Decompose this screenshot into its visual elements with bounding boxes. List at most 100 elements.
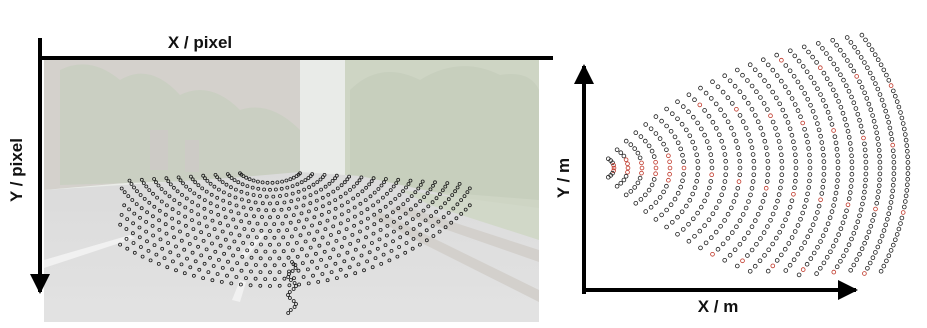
ground-point	[787, 48, 793, 54]
image-point	[369, 241, 374, 245]
image-point	[359, 175, 364, 180]
image-point	[380, 195, 385, 200]
image-point	[202, 206, 207, 211]
ground-point	[783, 268, 789, 273]
ground-point	[653, 165, 659, 171]
image-point	[130, 231, 135, 236]
image-point	[223, 237, 228, 242]
ground-point	[750, 152, 756, 157]
image-point	[171, 185, 176, 190]
ground-point	[827, 215, 833, 221]
ground-point	[798, 114, 803, 119]
ground-point	[870, 255, 876, 261]
image-point	[218, 243, 223, 248]
image-point	[351, 256, 355, 261]
ground-point	[804, 69, 810, 75]
ground-point	[690, 216, 696, 222]
ground-point	[868, 107, 874, 112]
ground-point	[786, 241, 792, 246]
image-point	[157, 227, 162, 232]
image-point	[272, 263, 277, 268]
ground-point	[811, 80, 817, 86]
image-point	[431, 234, 436, 238]
image-point	[209, 192, 214, 197]
ground-point	[789, 132, 795, 138]
image-point	[287, 269, 291, 274]
ground-point	[702, 223, 707, 228]
image-point	[310, 259, 314, 264]
image-point	[371, 231, 376, 236]
image-point	[126, 194, 131, 199]
ground-point	[877, 165, 883, 171]
image-point	[304, 217, 309, 222]
ground-point	[855, 49, 861, 55]
image-point	[229, 281, 234, 286]
image-point	[190, 250, 195, 255]
image-point	[118, 222, 123, 227]
ground-point	[796, 58, 802, 64]
image-point	[345, 177, 350, 182]
image-point	[297, 282, 302, 287]
image-point	[339, 244, 344, 249]
ground-point	[687, 197, 693, 203]
image-point	[236, 247, 241, 252]
image-point	[250, 185, 255, 190]
image-point	[289, 199, 294, 204]
image-point	[467, 203, 472, 208]
ground-point	[877, 177, 882, 183]
ground-point	[830, 37, 835, 43]
image-point	[284, 178, 289, 183]
image-point	[210, 278, 215, 283]
image-point	[299, 211, 304, 216]
ground-point	[818, 197, 823, 203]
ground-point	[904, 182, 910, 188]
ground-point	[697, 102, 703, 108]
image-point	[290, 248, 295, 253]
image-point	[303, 178, 308, 183]
image-point	[206, 270, 211, 275]
ground-point	[621, 153, 627, 159]
ground-point	[848, 63, 853, 68]
image-point	[220, 265, 225, 270]
ground-point	[716, 199, 722, 204]
image-point	[446, 197, 451, 202]
ground-point	[749, 107, 755, 112]
image-point	[253, 200, 258, 205]
ground-point	[675, 140, 681, 146]
ground-point	[754, 242, 759, 247]
image-point	[247, 177, 252, 182]
ground-point	[659, 212, 664, 218]
image-point	[253, 276, 258, 281]
image-point	[201, 238, 206, 243]
ground-point	[875, 136, 880, 141]
image-point	[319, 187, 324, 192]
x-axis-label: X / pixel	[168, 33, 232, 52]
image-point	[282, 263, 287, 267]
ground-point	[754, 89, 759, 94]
ground-point	[639, 160, 644, 166]
ground-point	[765, 159, 771, 164]
ground-point	[780, 223, 786, 229]
ground-point	[653, 200, 659, 205]
image-point	[294, 284, 298, 288]
image-point	[197, 194, 202, 199]
image-point	[286, 293, 290, 297]
image-point	[159, 187, 164, 191]
image-point	[320, 195, 325, 200]
image-point	[132, 250, 137, 255]
image-point	[179, 262, 184, 267]
ground-point	[851, 231, 857, 236]
ground-point	[858, 55, 864, 60]
ground-point	[679, 121, 685, 127]
ground-point	[623, 138, 629, 144]
ground-point	[702, 132, 707, 138]
ground-point	[898, 221, 903, 226]
ground-point	[638, 197, 644, 202]
image-point	[249, 255, 254, 260]
image-point	[318, 177, 323, 182]
ground-point	[863, 177, 868, 183]
image-point	[443, 184, 448, 189]
ground-point	[820, 46, 825, 51]
image-point	[355, 181, 359, 186]
